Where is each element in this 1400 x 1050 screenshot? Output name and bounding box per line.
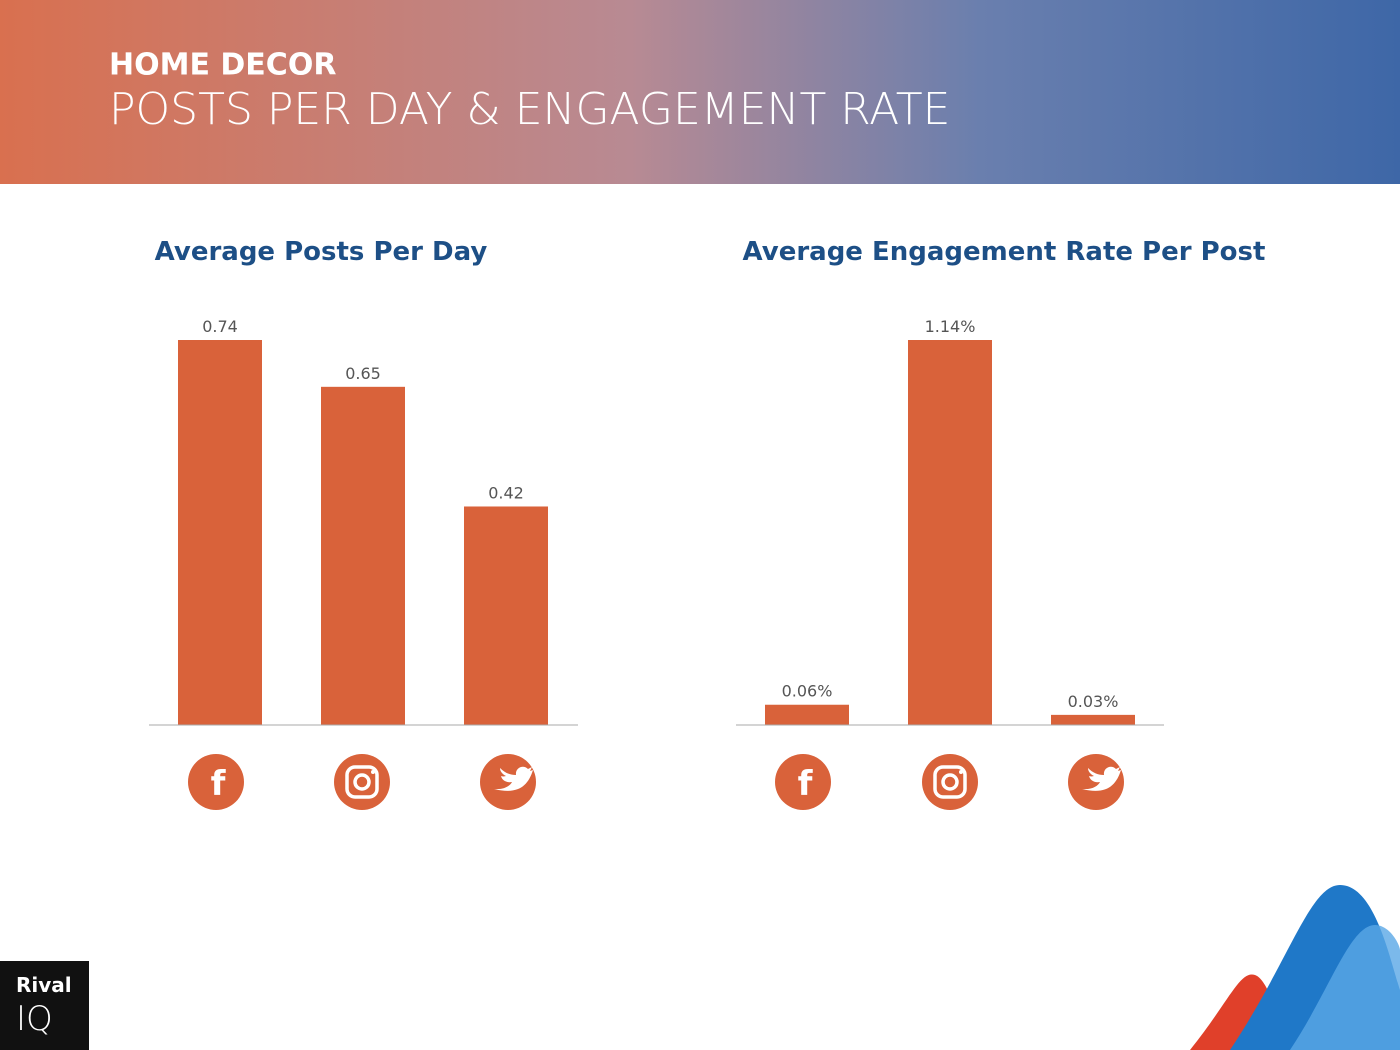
decoration	[1190, 885, 1400, 1050]
header-subtitle: HOME DECOR	[109, 48, 336, 83]
value-label: 0.65	[345, 364, 381, 383]
bar	[908, 340, 992, 725]
value-label: 0.03%	[1068, 692, 1119, 711]
bar	[765, 704, 849, 725]
bar	[464, 506, 548, 725]
value-label: 0.74	[202, 317, 238, 336]
svg-text:f: f	[798, 764, 814, 804]
header-title: POSTS PER DAY & ENGAGEMENT RATE	[109, 84, 950, 135]
logo-text: IQ	[16, 999, 53, 1039]
header-band	[0, 0, 1400, 184]
value-label: 0.42	[488, 483, 524, 502]
chart-title: Average Engagement Rate Per Post	[743, 237, 1266, 267]
value-label: 1.14%	[925, 317, 976, 336]
logo-box	[0, 961, 89, 1050]
bar	[178, 340, 262, 725]
logo-text: Rival	[16, 973, 72, 997]
value-label: 0.06%	[782, 682, 833, 701]
chart-title: Average Posts Per Day	[155, 237, 488, 267]
bar	[1051, 714, 1135, 725]
bar	[321, 386, 405, 725]
svg-text:f: f	[211, 764, 227, 804]
